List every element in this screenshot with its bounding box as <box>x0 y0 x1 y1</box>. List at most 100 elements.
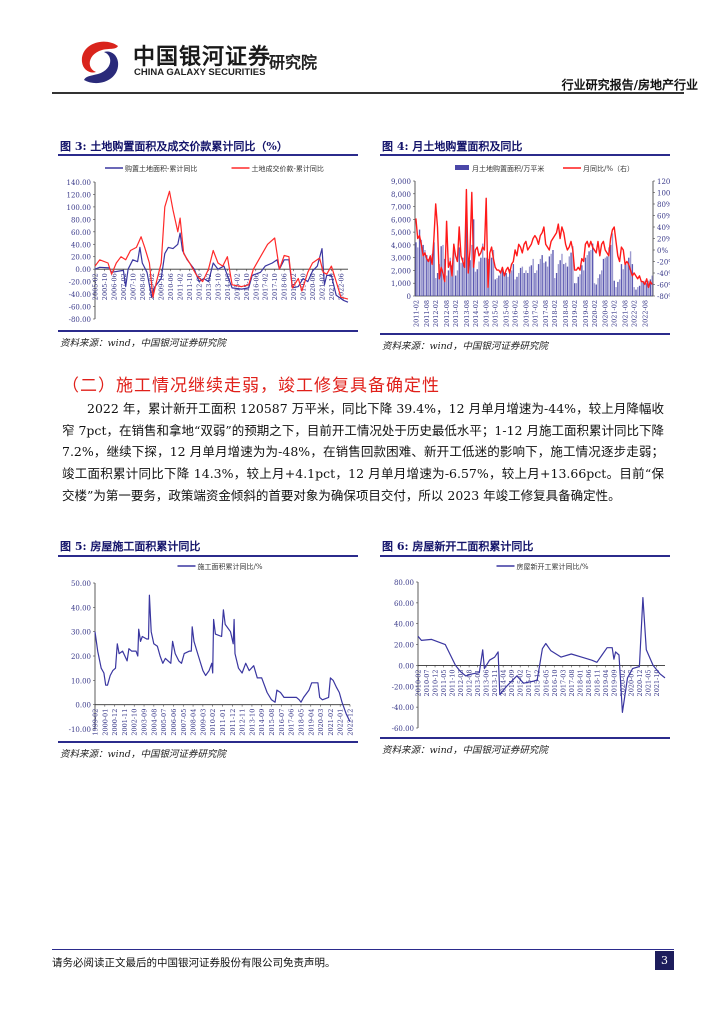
y-left-tick-label: 5,000 <box>391 229 411 237</box>
x-tick-label: 2013-10 <box>248 709 256 736</box>
x-tick-label: 2011-02 <box>412 300 420 327</box>
bar <box>601 270 603 296</box>
x-tick-label: 2013-11 <box>491 669 499 696</box>
bar <box>447 270 450 296</box>
bar <box>545 261 547 296</box>
bar <box>575 283 578 296</box>
fig5-bottom-rule <box>58 741 358 743</box>
bar <box>608 247 610 296</box>
fig4-title: 图 4: 月土地购置面积及同比 <box>382 140 523 153</box>
institute-label: 研究院 <box>269 53 318 72</box>
legend-label: 房屋新开工累计同比/% <box>517 562 589 571</box>
series-line-1 <box>417 597 666 713</box>
bar <box>611 233 614 296</box>
y-left-tick-label: 1,000 <box>391 280 411 288</box>
x-tick-label: 2020-02 <box>591 300 599 327</box>
x-tick-label: 2015-08 <box>268 709 276 736</box>
x-tick-label: 2013-02 <box>205 273 213 300</box>
bar <box>467 257 469 296</box>
bar <box>586 255 588 296</box>
x-tick-label: 2006-06 <box>110 273 118 300</box>
bar <box>624 264 626 296</box>
footer-divider <box>52 949 674 950</box>
bar <box>449 257 451 296</box>
x-tick-label: 2016-08 <box>522 300 530 327</box>
y-right-tick-label: 20% <box>657 236 670 244</box>
bar <box>646 283 648 296</box>
x-tick-label: 2018-11 <box>593 669 601 696</box>
bar <box>516 276 518 296</box>
fig5-source: 资料来源：wind，中国银河证券研究院 <box>60 749 226 760</box>
x-tick-label: 2003-09 <box>141 709 149 736</box>
x-tick-label: 2014-09 <box>508 669 516 696</box>
x-tick-label: 2021-08 <box>622 300 630 327</box>
x-tick-label: 2021-10 <box>328 273 336 300</box>
bar <box>474 271 477 296</box>
x-tick-label: 2020-06 <box>309 273 317 300</box>
bar <box>483 257 486 296</box>
bar <box>642 281 644 296</box>
y-tick-label: 0.00 <box>75 266 91 274</box>
y-tick-label: 80.00 <box>394 579 414 587</box>
bar <box>480 257 482 296</box>
bar <box>498 275 500 296</box>
bar <box>554 278 556 296</box>
x-tick-label: 2011-10 <box>449 669 457 696</box>
x-tick-label: 2019-08 <box>582 300 590 327</box>
bar <box>599 274 601 296</box>
logo <box>74 38 126 86</box>
y-left-tick-label: 9,000 <box>391 178 411 186</box>
bar <box>557 264 560 296</box>
bar <box>420 239 423 296</box>
bar <box>492 250 495 296</box>
legend-label: 土地成交价款-累计同比 <box>252 164 324 173</box>
x-tick-label: 2018-06 <box>585 669 593 696</box>
bar <box>530 265 533 296</box>
bar <box>426 255 428 296</box>
bar <box>465 220 468 296</box>
y-right-tick-label: -60% <box>657 282 670 290</box>
x-tick-label: 2020-07 <box>627 669 635 696</box>
fig6-title: 图 6: 房屋新开工面积累计同比 <box>382 540 534 553</box>
bar <box>546 266 549 296</box>
x-tick-label: 1999-02 <box>92 709 100 736</box>
bar <box>539 258 542 296</box>
x-tick-label: 2000-12 <box>111 709 119 736</box>
bar <box>590 250 592 296</box>
y-tick-label: 20.00 <box>71 653 91 661</box>
y-left-tick-label: 0 <box>407 293 411 301</box>
x-tick-label: 2017-10 <box>271 273 279 300</box>
x-tick-label: 2016-07 <box>278 709 286 736</box>
y-right-tick-label: 100% <box>657 190 670 198</box>
bar <box>505 273 507 296</box>
x-tick-label: 2010-02 <box>209 709 217 736</box>
x-tick-label: 2012-08 <box>443 300 451 327</box>
bar <box>597 278 599 296</box>
x-tick-label: 2000-01 <box>101 709 109 736</box>
bar <box>588 251 590 296</box>
page-number: 3 <box>655 951 674 970</box>
bar <box>501 269 504 296</box>
x-tick-label: 2011-08 <box>423 300 431 327</box>
bar <box>509 269 511 296</box>
bar <box>548 256 551 296</box>
fig6-source: 资料来源：wind，中国银河证券研究院 <box>382 745 548 756</box>
bar <box>507 276 509 296</box>
x-tick-label: 2011-05 <box>440 669 448 696</box>
bar <box>436 273 439 296</box>
x-tick-label: 2002-10 <box>131 709 139 736</box>
bar <box>561 253 563 296</box>
x-tick-label: 2015-02 <box>492 300 500 327</box>
section-heading: （二）施工情况继续走弱，竣工修复具备确定性 <box>62 376 440 396</box>
y-tick-label: 40.00 <box>394 621 414 629</box>
bar <box>615 287 617 296</box>
series-line-2 <box>94 190 349 300</box>
bar <box>429 257 432 296</box>
bar <box>536 270 538 296</box>
bar <box>647 280 650 296</box>
bar <box>455 275 457 296</box>
bar <box>438 264 441 296</box>
bar <box>555 273 558 296</box>
bar <box>563 264 565 296</box>
y-left-tick-label: 2,000 <box>391 267 411 275</box>
